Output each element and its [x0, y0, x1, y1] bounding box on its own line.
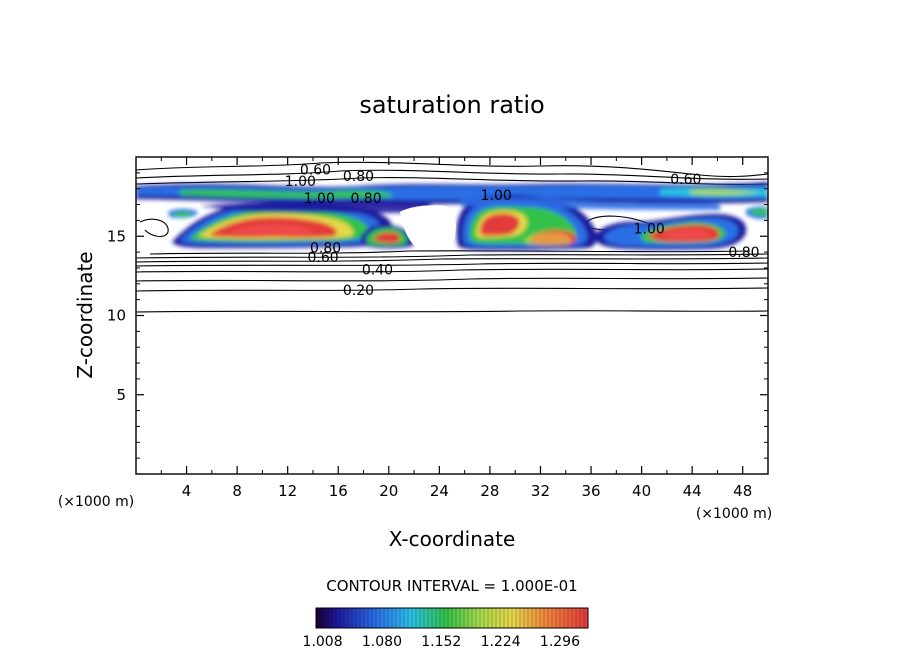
y-axis-unit: (×1000 m) [58, 494, 134, 510]
contour-labels: 0.60 0.801.001.00 0.80 1.000.601.000.800.60… [285, 163, 760, 299]
y-axis-label: Z-coordinate [73, 251, 97, 378]
contour-line [136, 257, 768, 263]
colorbar-tick-label: 1.224 [481, 634, 521, 650]
contour-label: 0.60 [300, 163, 331, 179]
subsaturated-gap [400, 205, 456, 250]
contour-line [136, 169, 768, 180]
upper-band-inner [690, 189, 760, 196]
x-tick-label: 8 [232, 482, 242, 500]
contour-line [136, 268, 768, 273]
colorbar-hatch [319, 608, 585, 628]
y-tick-label: 5 [116, 386, 126, 404]
contour-interval-label: CONTOUR INTERVAL = 1.000E-01 [326, 577, 577, 595]
contour-line [139, 218, 169, 238]
contour-label: 1.00 [634, 221, 665, 237]
upper-strip [200, 199, 433, 213]
contour-label: 0.40 [362, 263, 393, 279]
x-tick-label: 20 [379, 482, 398, 500]
x-tick-label: 48 [733, 482, 752, 500]
contour-line [136, 287, 768, 292]
chart-title: saturation ratio [359, 91, 544, 119]
x-tick-label: 36 [581, 482, 600, 500]
supersaturated-regions [136, 182, 768, 250]
right-edge-cap [750, 208, 768, 216]
colorbar: 1.008 1.080 1.152 1.224 1.296 [303, 607, 589, 650]
contour-label: 0.80 [310, 240, 341, 256]
saturation-field [136, 161, 768, 313]
x-tick-label: 32 [531, 482, 550, 500]
contour-label: 0.80 [728, 245, 759, 261]
contour-label: 1.00 [304, 191, 335, 207]
x-tick-label: 24 [430, 482, 449, 500]
colorbar-gradient [315, 607, 589, 629]
contour-line [136, 161, 768, 178]
colorbar-ticks: 1.008 1.080 1.152 1.224 1.296 [303, 634, 581, 650]
x-axis-label: X-coordinate [389, 527, 516, 551]
contour-line [149, 250, 751, 255]
contour-line [136, 310, 768, 313]
x-tick-label: 44 [683, 482, 702, 500]
contour-line [136, 262, 768, 267]
y-tick-label: 15 [107, 227, 126, 245]
x-tick-label: 16 [329, 482, 348, 500]
contour-label: 0.80 [343, 169, 374, 185]
x-tick-label: 40 [632, 482, 651, 500]
contour-line [136, 177, 768, 185]
colorbar-tick-label: 1.152 [421, 634, 461, 650]
contour-label: 1.00 [285, 174, 316, 190]
contour-label: 0.80 [350, 191, 381, 207]
x-tick-label: 4 [182, 482, 192, 500]
x-axis-unit: (×1000 m) [696, 506, 772, 522]
x-tick-label: 12 [278, 482, 297, 500]
contour-label: 1.00 [481, 188, 512, 204]
left-region-cap [172, 211, 194, 217]
contour-label: 0.60 [670, 172, 701, 188]
center-region-red [374, 232, 401, 243]
contour-line [136, 253, 768, 259]
far-right-region-red-core [662, 229, 710, 240]
contour-line [136, 277, 768, 282]
upper-band-inner [180, 189, 393, 199]
y-tick-label: 10 [107, 307, 126, 325]
x-tick-label: 28 [480, 482, 499, 500]
colorbar-tick-label: 1.080 [362, 634, 402, 650]
right-region-red [480, 213, 520, 236]
right-region-yellow [524, 232, 572, 246]
colorbar-tick-label: 1.008 [303, 634, 343, 650]
left-region-red-core [230, 224, 314, 235]
colorbar-tick-label: 1.296 [540, 634, 580, 650]
contour-label: 0.60 [307, 250, 338, 266]
contour-label: 0.20 [343, 283, 374, 299]
upper-strip [460, 197, 720, 210]
